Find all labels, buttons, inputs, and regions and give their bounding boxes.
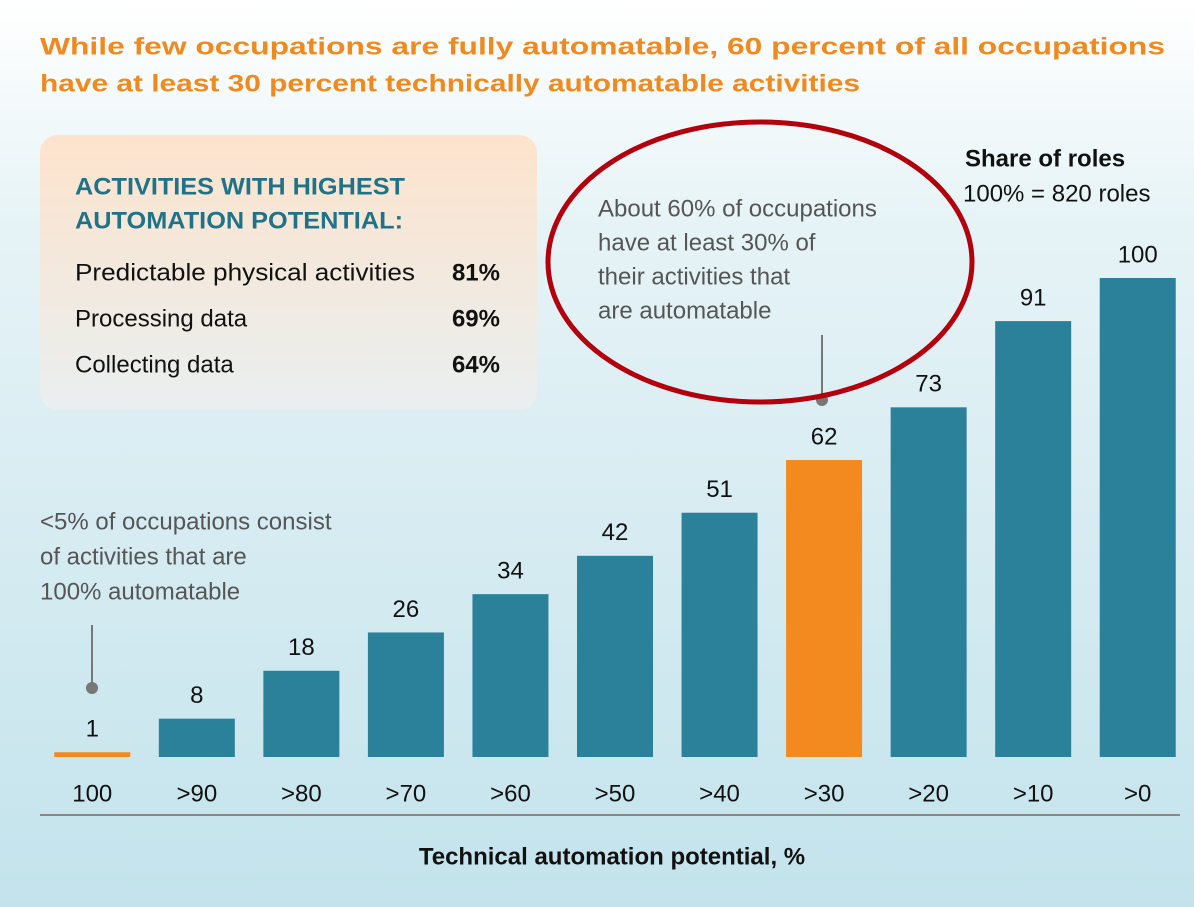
x-tick-label: >90 xyxy=(176,780,217,807)
value-label: 26 xyxy=(393,596,420,623)
x-tick-label: >10 xyxy=(1013,780,1054,807)
annotation: of activities that are xyxy=(40,543,247,570)
annotation: have at least 30% of xyxy=(598,229,816,256)
chart-title: have at least 30 percent technically aut… xyxy=(40,70,860,97)
x-axis-label: Technical automation potential, % xyxy=(419,843,805,870)
x-tick-label: >40 xyxy=(699,780,740,807)
value-label: 42 xyxy=(602,519,629,546)
bar xyxy=(577,555,653,757)
x-tick-label: >50 xyxy=(595,780,636,807)
leader-dot xyxy=(86,682,98,694)
chart-title: While few occupations are fully automata… xyxy=(40,33,1165,60)
box-heading: AUTOMATION POTENTIAL: xyxy=(75,207,403,234)
x-tick-label: >20 xyxy=(908,780,949,807)
activity-label: Collecting data xyxy=(75,351,234,378)
bar xyxy=(263,670,340,757)
annotation: are automatable xyxy=(598,297,771,324)
value-label: 100 xyxy=(1118,241,1158,268)
activity-value: 69% xyxy=(452,305,500,332)
bar xyxy=(54,752,131,757)
bar xyxy=(472,594,549,757)
value-label: 1 xyxy=(86,716,99,743)
value-label: 62 xyxy=(811,423,838,450)
bar xyxy=(681,512,758,757)
annotation: About 60% of occupations xyxy=(598,195,877,222)
value-label: 34 xyxy=(497,557,524,584)
info-box xyxy=(40,135,537,410)
legend-note: 100% = 820 roles xyxy=(963,180,1150,207)
bar xyxy=(367,632,444,757)
legend-title: Share of roles xyxy=(965,145,1125,172)
x-tick-label: >0 xyxy=(1124,780,1151,807)
value-label: 8 xyxy=(190,682,203,709)
bar xyxy=(995,321,1072,757)
value-label: 73 xyxy=(915,371,942,398)
value-label: 51 xyxy=(706,476,733,503)
activity-value: 81% xyxy=(452,259,500,286)
value-label: 91 xyxy=(1020,284,1047,311)
x-tick-label: >30 xyxy=(804,780,845,807)
x-tick-label: >80 xyxy=(281,780,322,807)
box-heading: ACTIVITIES WITH HIGHEST xyxy=(75,173,405,200)
x-tick-label: >60 xyxy=(490,780,531,807)
activity-label: Processing data xyxy=(75,305,248,332)
bar xyxy=(890,407,967,757)
annotation: their activities that xyxy=(598,263,790,290)
bar xyxy=(158,718,235,757)
value-label: 18 xyxy=(288,634,315,661)
x-tick-label: >70 xyxy=(386,780,427,807)
highlight-ellipse xyxy=(545,119,975,405)
activity-label: Predictable physical activities xyxy=(75,259,415,286)
x-tick-label: 100 xyxy=(72,780,112,807)
bar xyxy=(786,460,863,757)
annotation: 100% automatable xyxy=(40,578,240,605)
activity-value: 64% xyxy=(452,351,500,378)
bar xyxy=(1099,278,1176,757)
annotation: <5% of occupations consist xyxy=(40,508,332,535)
